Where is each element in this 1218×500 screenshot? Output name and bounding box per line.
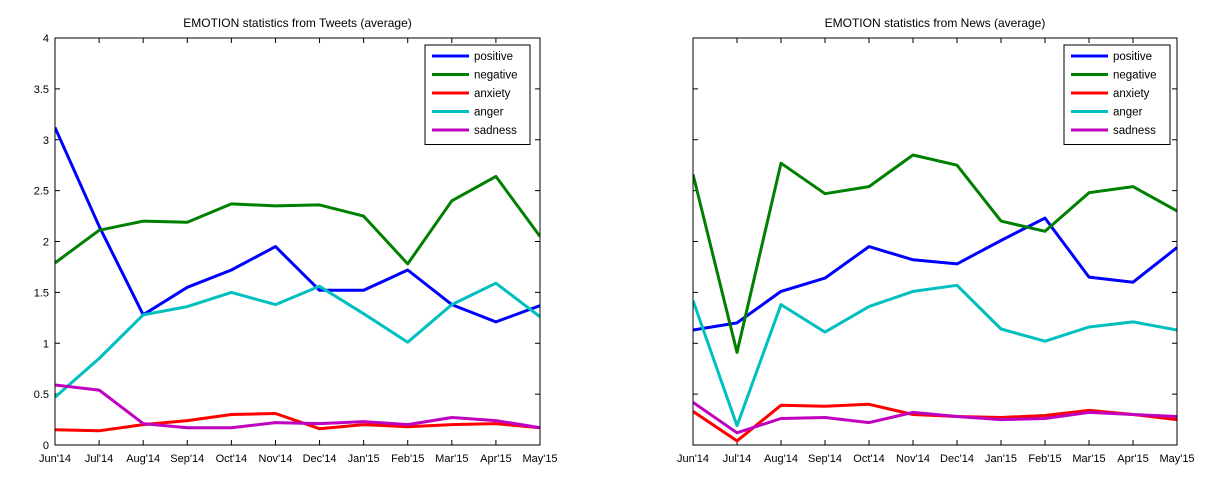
y-tick-label: 2 bbox=[43, 237, 49, 249]
y-tick-label: 3 bbox=[43, 135, 49, 147]
legend-label-anger: anger bbox=[474, 107, 504, 119]
plot-frame bbox=[54, 37, 541, 446]
series-group bbox=[693, 153, 1177, 443]
x-tick-label: Sep'14 bbox=[808, 453, 842, 465]
y-tick-label: 0 bbox=[43, 440, 49, 452]
series-line-positive bbox=[55, 126, 540, 324]
x-tick-label: Mar'15 bbox=[435, 453, 468, 465]
x-tick-label: Nov'14 bbox=[259, 453, 293, 465]
x-tick-label: Oct'14 bbox=[853, 453, 884, 465]
x-tick-label: Jul'14 bbox=[723, 453, 751, 465]
series-line-sadness bbox=[55, 383, 540, 430]
x-tick-label: Jul'14 bbox=[85, 453, 113, 465]
y-tick-label: 3.5 bbox=[34, 84, 49, 96]
legend-label-anxiety: anxiety bbox=[474, 88, 511, 100]
chart-tweets: EMOTION statistics from Tweets (average)… bbox=[34, 16, 558, 465]
series-line-anger bbox=[693, 283, 1177, 428]
chart-title: EMOTION statistics from Tweets (average) bbox=[183, 16, 412, 30]
x-tick-label: Feb'15 bbox=[1028, 453, 1061, 465]
y-tick-label: 4 bbox=[43, 33, 49, 45]
legend-label-negative: negative bbox=[474, 70, 517, 82]
y-tick-label: 1.5 bbox=[34, 287, 49, 299]
y-tick-label: 2.5 bbox=[34, 186, 49, 198]
plot-frame bbox=[692, 37, 1178, 446]
legend-box bbox=[424, 44, 531, 145]
x-tick-label: Oct'14 bbox=[216, 453, 247, 465]
legend: positive negative anxiety anger sadness bbox=[424, 44, 531, 145]
y-tick-label: 1 bbox=[43, 338, 49, 350]
x-tick-label: Jan'15 bbox=[985, 453, 1017, 465]
x-tick-label: Apr'15 bbox=[480, 453, 511, 465]
legend-label-negative: negative bbox=[1113, 70, 1156, 82]
x-tick-label: Nov'14 bbox=[896, 453, 930, 465]
legend-label-sadness: sadness bbox=[1113, 125, 1156, 137]
x-tick-label: Aug'14 bbox=[126, 453, 160, 465]
x-tick-label: Sep'14 bbox=[170, 453, 204, 465]
series-line-negative bbox=[693, 153, 1177, 354]
chart-title: EMOTION statistics from News (average) bbox=[825, 16, 1046, 30]
series-line-negative bbox=[55, 174, 540, 266]
x-tick-label: Apr'15 bbox=[1117, 453, 1148, 465]
legend-label-positive: positive bbox=[474, 51, 513, 63]
x-tick-label: May'15 bbox=[522, 453, 557, 465]
y-tick-label: 0.5 bbox=[34, 389, 49, 401]
x-tick-label: Feb'15 bbox=[391, 453, 424, 465]
series-line-anxiety bbox=[55, 412, 540, 433]
series-line-sadness bbox=[693, 401, 1177, 435]
chart-news: EMOTION statistics from News (average) Ju… bbox=[677, 16, 1195, 465]
series-group bbox=[55, 126, 540, 433]
legend-label-anxiety: anxiety bbox=[1113, 88, 1150, 100]
legend-box bbox=[1063, 44, 1171, 145]
legend-label-positive: positive bbox=[1113, 51, 1152, 63]
x-tick-label: Mar'15 bbox=[1072, 453, 1105, 465]
x-tick-label: Jun'14 bbox=[39, 453, 71, 465]
series-line-anger bbox=[55, 281, 540, 399]
series-line-positive bbox=[693, 216, 1177, 332]
x-tick-label: May'15 bbox=[1159, 453, 1194, 465]
legend-label-anger: anger bbox=[1113, 107, 1143, 119]
x-tick-label: Dec'14 bbox=[303, 453, 337, 465]
x-tick-label: Dec'14 bbox=[940, 453, 974, 465]
x-tick-label: Aug'14 bbox=[764, 453, 798, 465]
x-tick-label: Jun'14 bbox=[677, 453, 709, 465]
legend-label-sadness: sadness bbox=[474, 125, 517, 137]
legend: positive negative anxiety anger sadness bbox=[1063, 44, 1171, 145]
x-tick-label: Jan'15 bbox=[348, 453, 380, 465]
